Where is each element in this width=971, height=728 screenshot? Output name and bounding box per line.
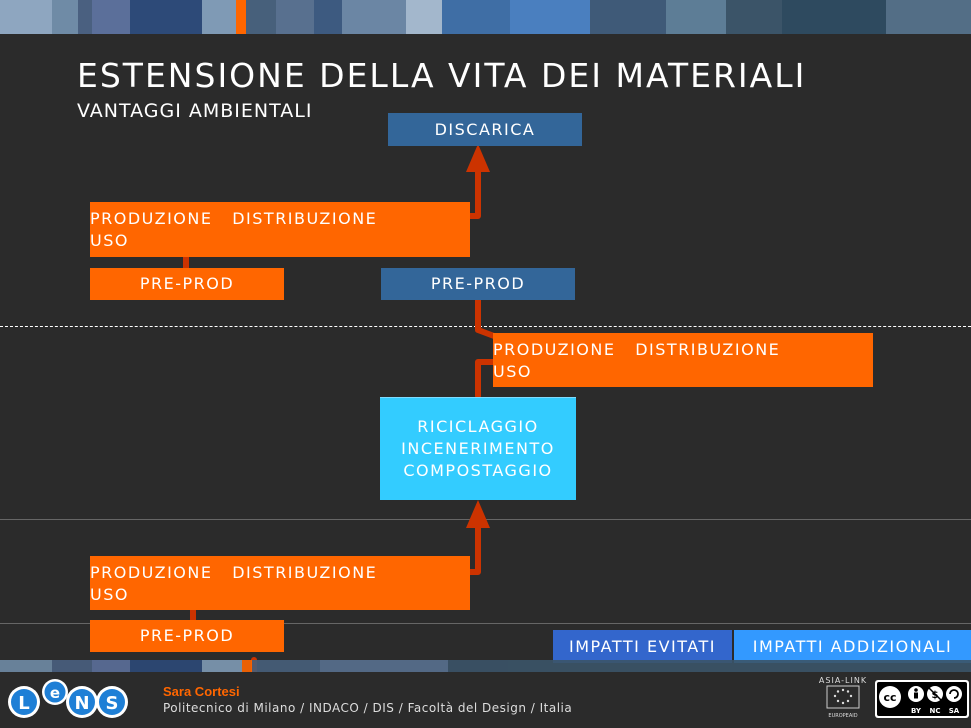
box-riciclaggio: RICICLAGGIO INCENERIMENTO COMPOSTAGGIO <box>380 397 576 500</box>
author-affiliation: Politecnico di Milano / INDACO / DIS / F… <box>163 701 573 715</box>
connector-preprod2-prod2 <box>475 297 497 339</box>
box-preprod-3: PRE-PROD <box>90 620 284 652</box>
box-produzione-1-line2: USO <box>90 231 129 250</box>
box-produzione-3-line1: PRODUZIONE DISTRIBUZIONE <box>90 563 378 582</box>
svg-text:S: S <box>106 693 119 714</box>
svg-text:e: e <box>50 684 60 702</box>
box-produzione-2-line1: PRODUZIONE DISTRIBUZIONE <box>493 340 781 359</box>
page-title: ESTENSIONE DELLA VITA DEI MATERIALI <box>77 56 807 95</box>
asia-link-logo-icon: EUROPEAID <box>826 685 860 719</box>
box-produzione-3-line2: USO <box>90 585 129 604</box>
connector-prod2-riciclaggio <box>475 359 497 399</box>
box-produzione-2: PRODUZIONE DISTRIBUZIONE USO <box>493 333 873 387</box>
legend-impatti-addizionali: IMPATTI ADDIZIONALI <box>734 630 971 663</box>
legend-impatti-addizionali-label: IMPATTI ADDIZIONALI <box>752 637 953 656</box>
phase-divider-bottom <box>0 623 971 624</box>
box-riciclaggio-line2: INCENERIMENTO <box>401 439 555 458</box>
lens-logo-icon: L e N S <box>8 679 128 718</box>
box-produzione-1-line1: PRODUZIONE DISTRIBUZIONE <box>90 209 378 228</box>
svg-text:cc: cc <box>883 691 896 704</box>
box-discarica-label: DISCARICA <box>434 119 536 139</box>
svg-text:N: N <box>74 693 89 714</box>
header-color-strip <box>0 0 971 34</box>
box-preprod-2-label: PRE-PROD <box>430 274 526 293</box>
box-produzione-3: PRODUZIONE DISTRIBUZIONE USO <box>90 556 470 610</box>
arrow-up-icon <box>466 144 490 172</box>
box-preprod-1: PRE-PROD <box>90 268 284 300</box>
svg-text:L: L <box>18 693 29 714</box>
svg-text:$: $ <box>932 690 939 701</box>
arrow-up-icon <box>466 500 490 528</box>
phase-divider-dashed <box>0 326 971 327</box>
author-name: Sara Cortesi <box>163 684 240 699</box>
box-preprod-3-label: PRE-PROD <box>139 626 235 645</box>
svg-text:BY: BY <box>911 707 922 715</box>
box-produzione-1: PRODUZIONE DISTRIBUZIONE USO <box>90 202 470 257</box>
box-preprod-1-label: PRE-PROD <box>139 274 235 293</box>
svg-text:NC: NC <box>930 707 941 715</box>
legend-impatti-evitati: IMPATTI EVITATI <box>553 630 732 663</box>
box-riciclaggio-line3: COMPOSTAGGIO <box>403 461 553 480</box>
svg-text:EUROPEAID: EUROPEAID <box>828 713 857 719</box>
box-riciclaggio-line1: RICICLAGGIO <box>417 417 539 436</box>
box-produzione-2-line2: USO <box>493 362 532 381</box>
footer-color-strip <box>0 660 971 672</box>
eu-flag-icon <box>833 688 853 705</box>
box-preprod-2: PRE-PROD <box>381 268 575 300</box>
legend-impatti-evitati-label: IMPATTI EVITATI <box>569 637 716 656</box>
footer <box>0 672 971 728</box>
page-subtitle: VANTAGGI AMBIENTALI <box>77 100 313 122</box>
svg-text:SA: SA <box>949 707 960 715</box>
box-discarica: DISCARICA <box>388 113 582 146</box>
asia-link-label: ASIA-LINK <box>818 676 868 685</box>
phase-divider-solid <box>0 519 971 520</box>
creative-commons-icon: cc $ BY NC SA <box>875 680 969 718</box>
